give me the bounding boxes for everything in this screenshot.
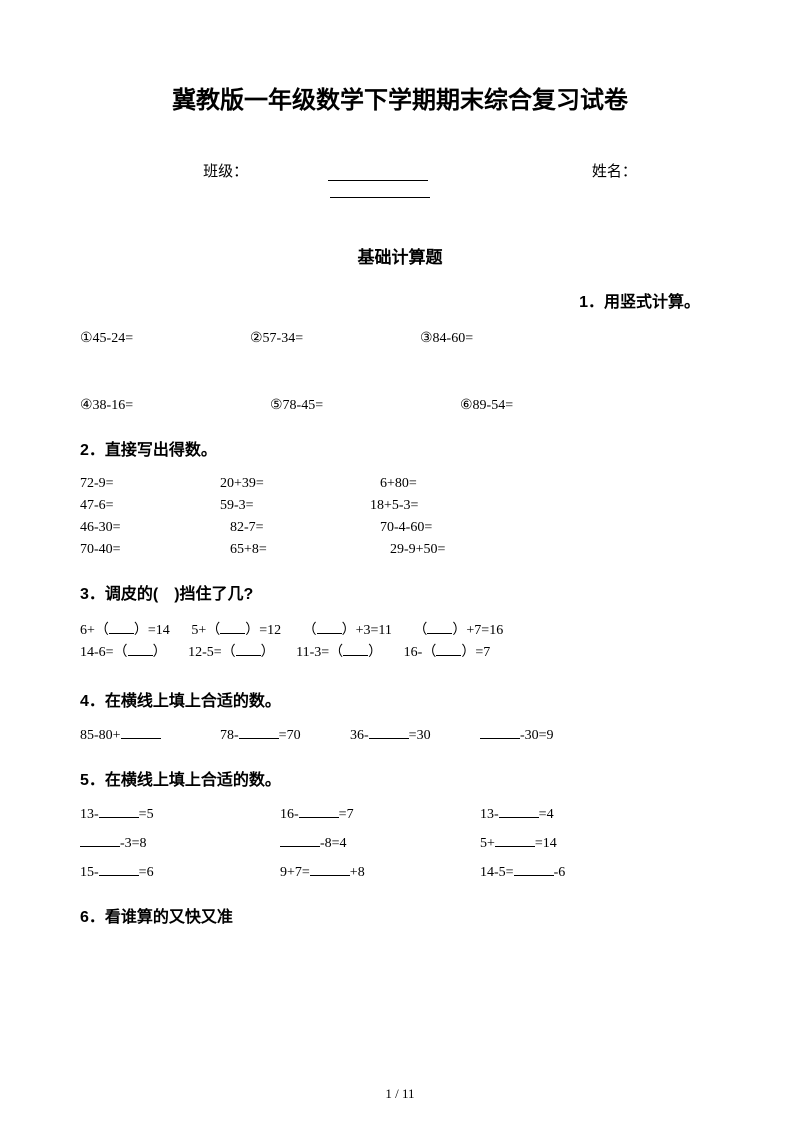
q2-item: 20+39= bbox=[220, 476, 380, 492]
q5-header: 5．在横线上填上合适的数。 bbox=[80, 766, 720, 790]
q4-row: 85-80+ 78-=70 36-=30 -30=9 bbox=[80, 727, 720, 744]
q5-row: 15-=6 9+7=+8 14-5=-6 bbox=[80, 864, 720, 881]
q2-row: 72-9= 20+39= 6+80= bbox=[80, 476, 720, 492]
q2-item: 6+80= bbox=[380, 476, 417, 492]
q3-row2: 14-6=（） 12-5=（） 11-3=（） 16-（）=7 bbox=[80, 642, 720, 664]
q3-item: （）+7=16 bbox=[413, 620, 503, 642]
q3-item: 5+（）=12 bbox=[191, 620, 281, 642]
q3-item: （）+3=11 bbox=[303, 620, 392, 642]
q1-item: ①45-24= bbox=[80, 330, 250, 347]
q4-item: -30=9 bbox=[480, 727, 554, 744]
q5-item: -8=4 bbox=[280, 835, 480, 852]
q2-item: 70-4-60= bbox=[380, 520, 432, 536]
q5-item: 5+=14 bbox=[480, 835, 557, 852]
q1-item: ④38-16= bbox=[80, 397, 270, 414]
q5-item: 13-=5 bbox=[80, 806, 280, 823]
q5-row: 13-=5 16-=7 13-=4 bbox=[80, 806, 720, 823]
q6-header: 6．看谁算的又快又准 bbox=[80, 903, 720, 927]
q1-row2: ④38-16= ⑤78-45= ⑥89-54= bbox=[80, 397, 720, 414]
q4-item: 85-80+ bbox=[80, 727, 220, 744]
name-label: 姓名： bbox=[592, 164, 637, 180]
q4-item: 78-=70 bbox=[220, 727, 350, 744]
q2-row: 47-6= 59-3= 18+5-3= bbox=[80, 498, 720, 514]
q5-item: 13-=4 bbox=[480, 806, 554, 823]
q2-item: 65+8= bbox=[230, 542, 390, 558]
document-title: 冀教版一年级数学下学期期末综合复习试卷 bbox=[80, 80, 720, 115]
class-field: 班级： bbox=[163, 164, 472, 180]
student-info-row: 班级： 姓名： bbox=[80, 160, 720, 198]
q4-item: 36-=30 bbox=[350, 727, 480, 744]
q3-item: 14-6=（） bbox=[80, 642, 167, 664]
page-footer: 1 / 11 bbox=[0, 1086, 800, 1102]
q5-row: -3=8 -8=4 5+=14 bbox=[80, 835, 720, 852]
q1-item: ⑥89-54= bbox=[460, 397, 513, 414]
q1-item: ③84-60= bbox=[420, 330, 473, 347]
q2-item: 70-40= bbox=[80, 542, 230, 558]
q3-item: 11-3=（） bbox=[296, 642, 382, 664]
q2-item: 46-30= bbox=[80, 520, 230, 536]
q3-item: 6+（）=14 bbox=[80, 620, 170, 642]
q3-header: 3．调皮的( )挡住了几? bbox=[80, 580, 720, 604]
q1-row1: ①45-24= ②57-34= ③84-60= bbox=[80, 330, 720, 347]
q2-header: 2．直接写出得数。 bbox=[80, 436, 720, 460]
q5-item: -3=8 bbox=[80, 835, 280, 852]
class-label: 班级： bbox=[203, 164, 248, 180]
q5-item: 16-=7 bbox=[280, 806, 480, 823]
q3-row1: 6+（）=14 5+（）=12 （）+3=11 （）+7=16 bbox=[80, 620, 720, 642]
q5-item: 15-=6 bbox=[80, 864, 280, 881]
q3-item: 12-5=（） bbox=[188, 642, 275, 664]
q1-header: 1．用竖式计算。 bbox=[80, 288, 720, 312]
section-heading: 基础计算题 bbox=[80, 243, 720, 268]
q5-item: 14-5=-6 bbox=[480, 864, 565, 881]
class-underline bbox=[328, 167, 428, 181]
name-underline bbox=[330, 184, 430, 198]
q1-item: ②57-34= bbox=[250, 330, 420, 347]
q2-row: 46-30= 82-7= 70-4-60= bbox=[80, 520, 720, 536]
q4-header: 4．在横线上填上合适的数。 bbox=[80, 687, 720, 711]
q2-item: 29-9+50= bbox=[390, 542, 445, 558]
q5-item: 9+7=+8 bbox=[280, 864, 480, 881]
q1-item: ⑤78-45= bbox=[270, 397, 460, 414]
q2-item: 82-7= bbox=[230, 520, 380, 536]
q2-item: 47-6= bbox=[80, 498, 220, 514]
q2-item: 59-3= bbox=[220, 498, 370, 514]
q2-item: 18+5-3= bbox=[370, 498, 418, 514]
q3-item: 16-（）=7 bbox=[404, 642, 491, 664]
q2-row: 70-40= 65+8= 29-9+50= bbox=[80, 542, 720, 558]
q2-item: 72-9= bbox=[80, 476, 220, 492]
